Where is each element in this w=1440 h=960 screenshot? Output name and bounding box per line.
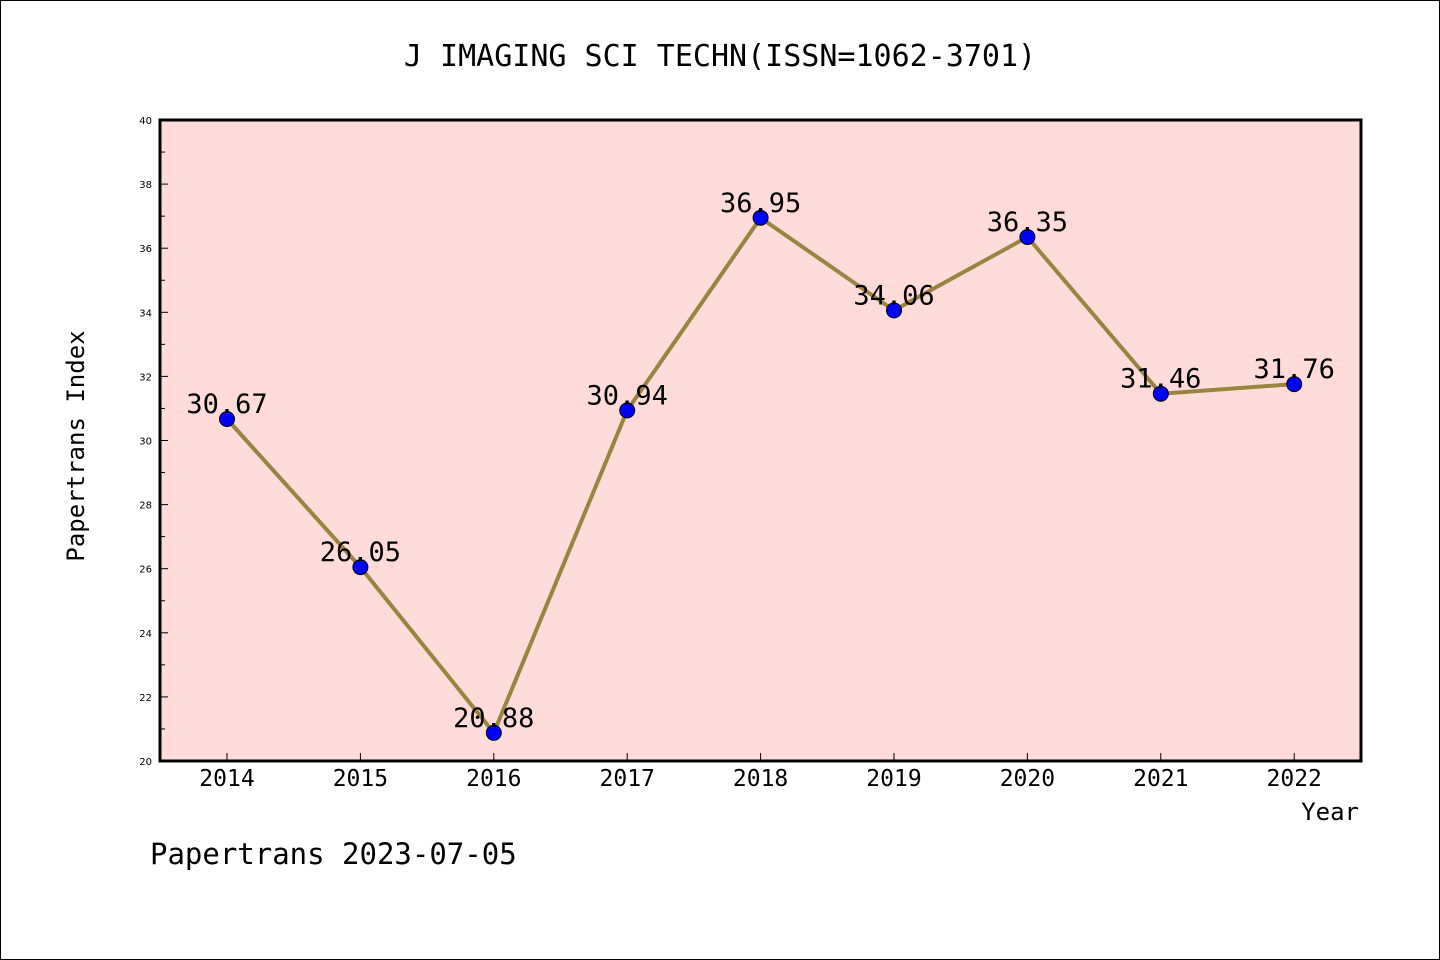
plot-area: [158, 118, 1363, 763]
data-point: [352, 559, 369, 576]
data-label: 34.06: [853, 280, 934, 311]
y-tick-label: 30: [139, 437, 152, 448]
x-tick-label: 2022: [1267, 766, 1322, 792]
data-point: [1286, 376, 1303, 393]
data-label: 20.88: [453, 703, 534, 734]
data-label: 30.67: [186, 389, 267, 420]
footer-text: Papertrans 2023-07-05: [150, 837, 517, 871]
y-axis-label: Papertrans Index: [62, 330, 90, 561]
data-label: 31.76: [1254, 354, 1335, 385]
data-point: [219, 411, 235, 428]
y-tick-label: 22: [139, 693, 152, 704]
data-labels: 30.67 26.05 20.88 30.94 36.95 34.06 36.35 31.46…: [186, 188, 1334, 734]
y-tick-label: 20: [139, 757, 152, 768]
data-point: [886, 302, 902, 319]
data-point: [1152, 385, 1169, 402]
y-tick-label: 28: [139, 501, 152, 512]
y-tick-label: 40: [139, 116, 152, 127]
data-point: [1019, 228, 1036, 245]
x-axis: 2014 2015 2016 2017 2018 2019 2020 2021 2022: [199, 753, 1322, 792]
x-tick-label: 2021: [1133, 766, 1188, 792]
x-tick-label: 2017: [600, 766, 655, 792]
y-tick-label: 34: [139, 308, 152, 319]
data-point: [619, 402, 636, 419]
y-tick-label: 26: [139, 565, 152, 576]
data-label: 30.94: [587, 380, 668, 411]
x-tick-label: 2014: [199, 766, 254, 792]
x-axis-label: Year: [1301, 798, 1359, 826]
data-label: 36.35: [987, 207, 1068, 238]
x-tick-label: 2020: [1000, 766, 1055, 792]
chart-title: J IMAGING SCI TECHN(ISSN=1062-3701): [404, 39, 1036, 74]
data-points: [219, 209, 1303, 741]
y-tick-label: 38: [139, 180, 152, 191]
data-label: 31.46: [1120, 364, 1201, 395]
x-tick-label: 2015: [333, 766, 388, 792]
x-tick-label: 2018: [733, 766, 788, 792]
data-point: [752, 209, 769, 226]
x-tick-label: 2019: [866, 766, 921, 792]
data-point: [485, 724, 502, 741]
y-tick-label: 32: [139, 372, 152, 383]
y-axis: 20 22 24 26 28 30 32 34 36 38 40: [139, 116, 168, 768]
y-tick-label: 24: [139, 629, 152, 640]
y-tick-label: 36: [139, 244, 152, 255]
x-tick-label: 2016: [466, 766, 521, 792]
data-label: 36.95: [720, 188, 801, 219]
data-label: 26.05: [320, 537, 401, 568]
